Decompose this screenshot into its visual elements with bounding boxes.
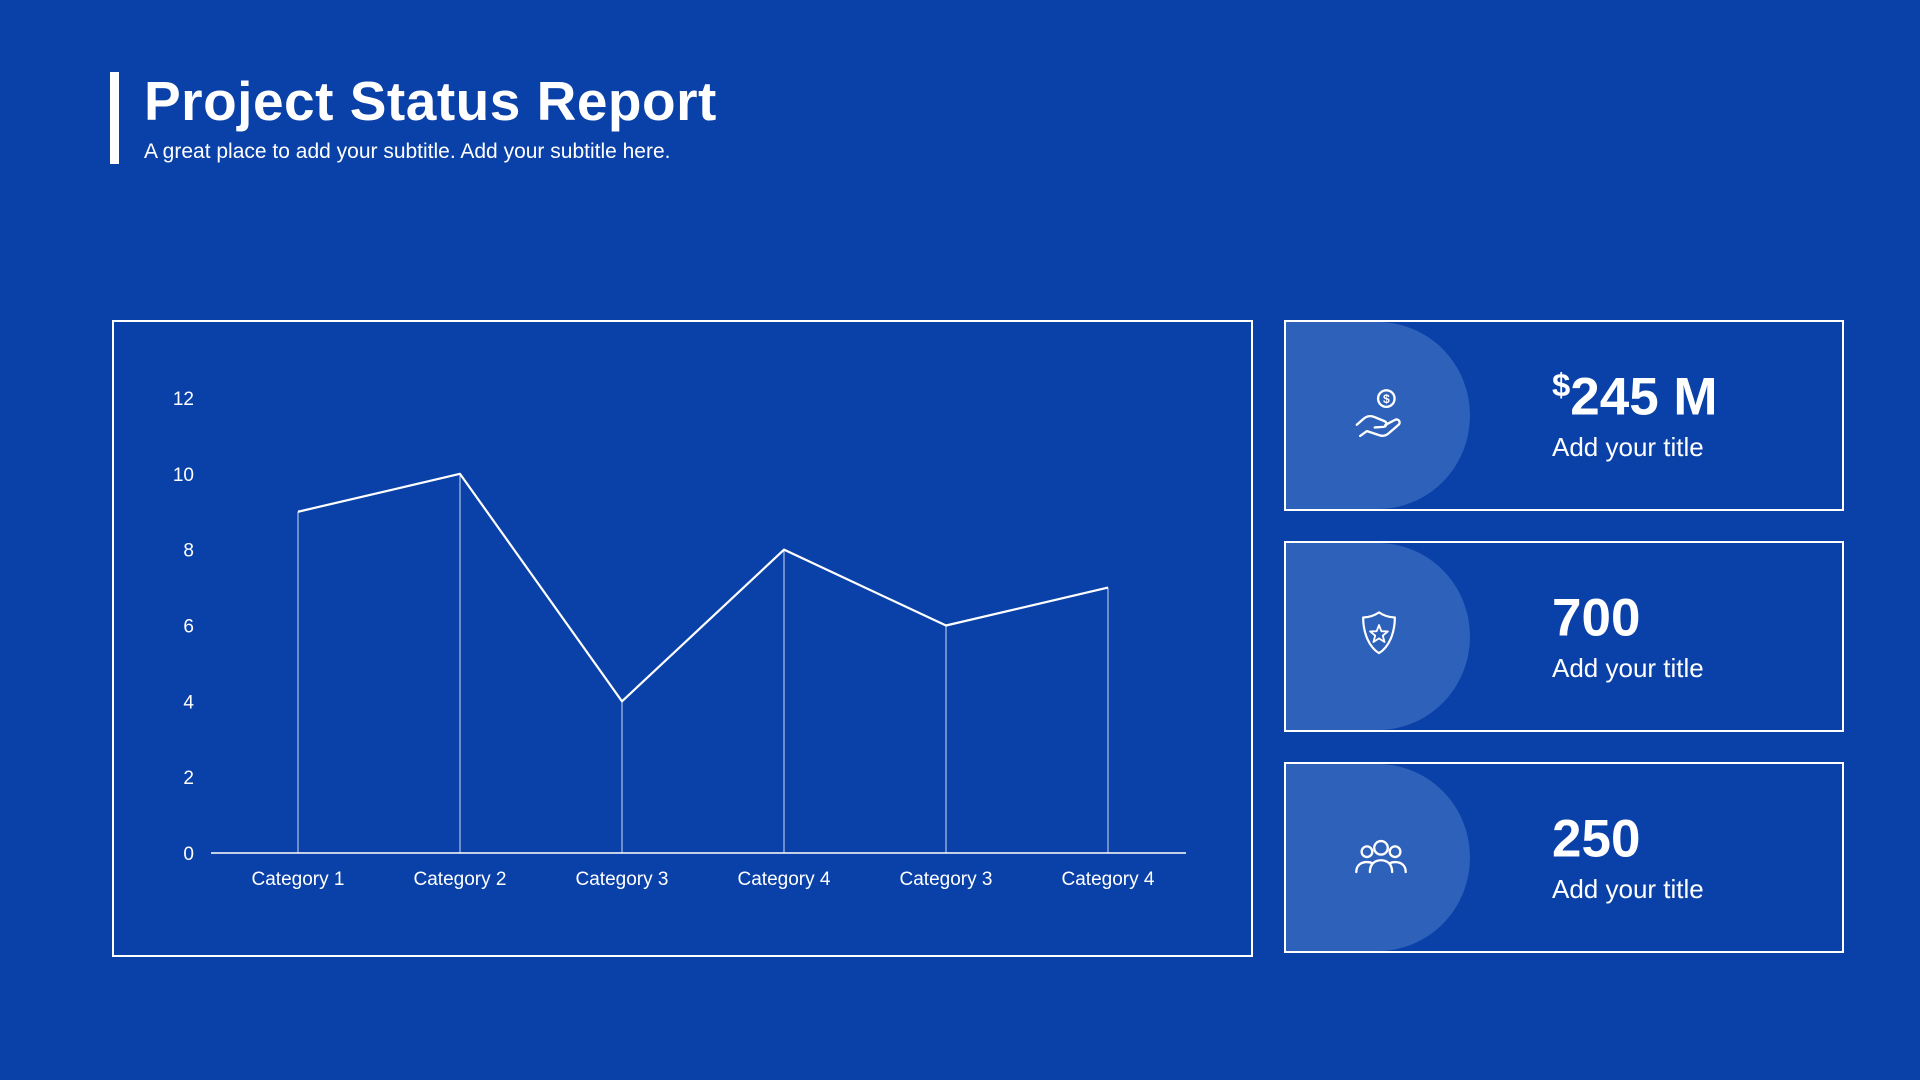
x-category-label: Category 4	[1062, 869, 1155, 890]
y-tick-label: 12	[173, 389, 194, 410]
y-tick-label: 8	[183, 541, 194, 562]
stat-text: $245 M Add your title	[1552, 365, 1718, 463]
people-group-icon	[1350, 827, 1412, 889]
y-tick-label: 4	[183, 692, 194, 713]
stat-value: 700	[1552, 589, 1704, 646]
stat-value-text: 700	[1552, 588, 1641, 648]
stat-text: 250 Add your title	[1552, 810, 1704, 905]
stat-card: $ $245 M Add your title	[1284, 320, 1844, 511]
stat-label: Add your title	[1552, 874, 1704, 905]
stats-panel: $ $245 M Add your title 700 Add your tit…	[1284, 320, 1844, 953]
stat-card: 250 Add your title	[1284, 762, 1844, 953]
line-chart: 0 2 4 6 8 10 12 Category 1 Category 2 Category 3 C…	[173, 389, 1186, 890]
stat-label: Add your title	[1552, 653, 1704, 684]
stat-value-text: 245 M	[1570, 367, 1718, 427]
money-hand-icon: $	[1350, 385, 1412, 447]
stat-icon-bubble	[1286, 543, 1470, 730]
y-tick-label: 0	[183, 844, 194, 865]
stat-value-prefix: $	[1552, 365, 1571, 403]
x-category-label: Category 4	[738, 869, 831, 890]
x-category-label: Category 2	[414, 869, 507, 890]
stat-label: Add your title	[1552, 432, 1704, 463]
header-text: Project Status Report A great place to a…	[144, 70, 717, 164]
y-tick-label: 2	[183, 768, 194, 789]
y-tick-label: 6	[183, 617, 194, 638]
chart-panel: 0 2 4 6 8 10 12 Category 1 Category 2 Category 3 C…	[112, 320, 1253, 957]
badge-star-icon	[1350, 606, 1412, 668]
stat-icon-bubble	[1286, 764, 1470, 951]
stat-icon-bubble	[1286, 322, 1470, 509]
stat-value: $245 M	[1552, 365, 1718, 427]
svg-text:$: $	[1383, 391, 1390, 405]
x-category-label: Category 3	[900, 869, 993, 890]
x-category-label: Category 3	[576, 869, 669, 890]
stat-card: 700 Add your title	[1284, 541, 1844, 732]
x-category-label: Category 1	[252, 869, 345, 890]
chart-line	[297, 472, 1109, 703]
header: Project Status Report A great place to a…	[110, 70, 717, 165]
stat-value-text: 250	[1552, 809, 1641, 869]
y-tick-label: 10	[173, 465, 194, 486]
page-subtitle: A great place to add your subtitle. Add …	[144, 140, 671, 164]
stat-text: 700 Add your title	[1552, 589, 1704, 684]
title-accent-bar	[110, 72, 119, 165]
page-title: Project Status Report	[144, 70, 717, 132]
stat-value: 250	[1552, 810, 1704, 867]
